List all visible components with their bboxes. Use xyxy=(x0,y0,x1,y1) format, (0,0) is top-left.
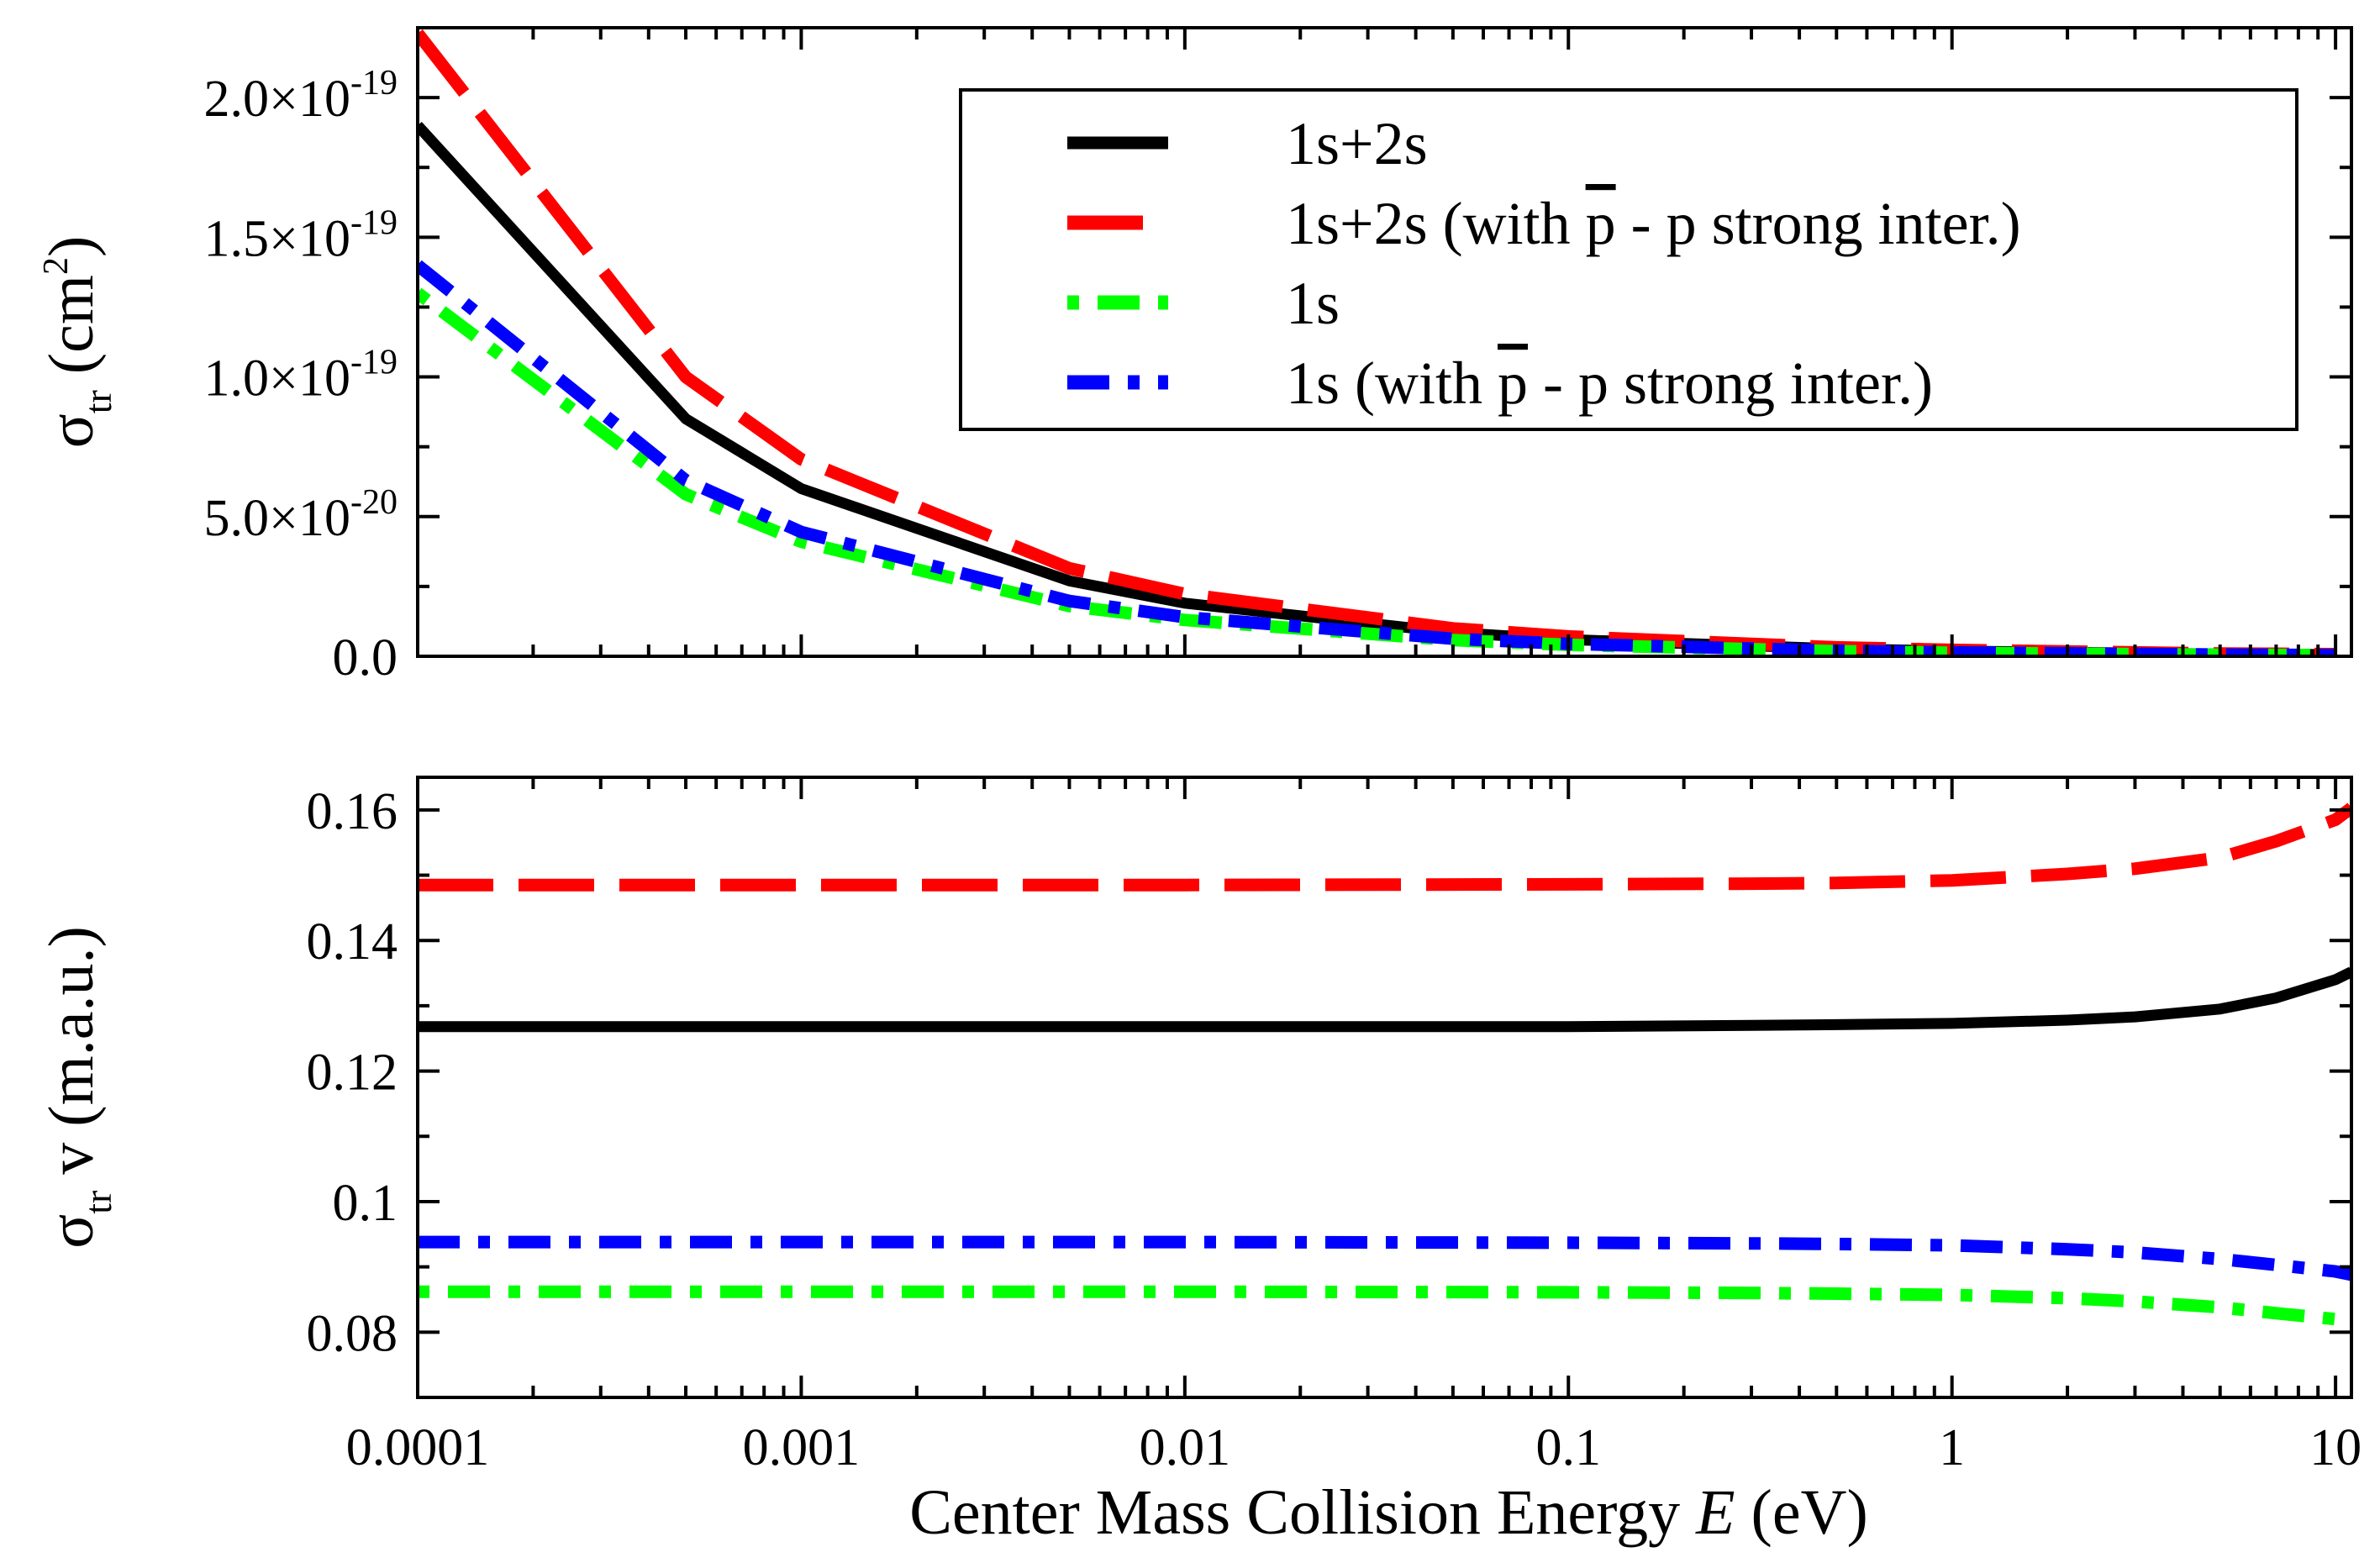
bottom-y-tick-label: 0.12 xyxy=(307,1044,398,1102)
top-x-ticks xyxy=(416,28,2338,656)
legend-label-2: 1s+2s (with p - p strong inter.) xyxy=(1286,190,2021,257)
legend-label-text: 1s (with xyxy=(1286,350,1498,417)
bottom-y-title-symbol: σ xyxy=(36,1214,107,1249)
bottom-x-tick-label: 0.001 xyxy=(743,1419,861,1476)
top-y-tick-exponent: -19 xyxy=(350,203,398,242)
top-series-line-3 xyxy=(418,287,2336,656)
x-axis-title: Center Mass Collision Energy E (eV) xyxy=(909,1477,1868,1548)
top-y-tick-mantissa: 2.0×10 xyxy=(204,71,350,128)
bottom-y-title-subscript: tr xyxy=(76,1191,119,1214)
top-y-tick-exponent: -19 xyxy=(350,64,398,103)
top-y-title-unit-close: ) xyxy=(36,236,107,257)
bottom-x-tick-label: 1 xyxy=(1939,1419,1965,1476)
legend-box xyxy=(959,88,2298,431)
bottom-y-axis-title: σtr v (m.a.u.) xyxy=(36,926,119,1249)
bottom-series-line-3 xyxy=(418,1285,2351,1329)
legend-label-4: 1s (with p - p strong inter.) xyxy=(1286,350,1933,417)
bottom-y-title-rest: v (m.a.u.) xyxy=(36,926,107,1190)
top-y-tick-mantissa: 1.5×10 xyxy=(204,210,350,267)
top-y-tick-mantissa: 1.0×10 xyxy=(204,350,350,408)
top-panel: 0.05.0×10-201.0×10-191.5×10-192.0×10-19σ… xyxy=(36,26,2353,687)
legend: 1s+2s 1s+2s (with p - p strong inter.) 1s 1… xyxy=(959,88,2298,431)
top-y-title-unit: (cm xyxy=(36,275,107,390)
bottom-series-line-2 xyxy=(418,802,2351,892)
x-title-unit: (eV) xyxy=(1735,1477,1868,1548)
bottom-panel: 0.08 0.1 0.12 0.14 0.16 0.0001 0.001 0.01 0.1 1 10… xyxy=(36,776,2362,1548)
top-y-ticks xyxy=(418,26,2351,658)
legend-label-pbar: p xyxy=(1498,350,1528,417)
bottom-series-group xyxy=(418,802,2351,1329)
bottom-x-tick-label: 0.01 xyxy=(1140,1419,1231,1476)
legend-label-text: 1s+2s (with xyxy=(1286,190,1586,257)
top-series-line-4 xyxy=(418,260,2336,656)
bottom-y-tick-label: 0.16 xyxy=(307,783,398,840)
legend-label-text: - p strong inter.) xyxy=(1528,350,1933,417)
top-y-title-subscript: tr xyxy=(76,390,119,413)
top-y-tick-label: 0.0 xyxy=(333,629,398,687)
top-y-tick-label: 2.0×10-19 xyxy=(204,64,398,128)
bottom-plot-frame xyxy=(416,776,2353,1399)
bottom-y-tick-label: 0.08 xyxy=(307,1305,398,1362)
bottom-series-line-4 xyxy=(418,1235,2351,1281)
bottom-y-ticks xyxy=(418,808,2351,1399)
bottom-y-tick-label: 0.1 xyxy=(333,1175,398,1232)
top-y-title-symbol: σ xyxy=(36,413,107,448)
legend-label-text: - p strong inter.) xyxy=(1616,190,2021,257)
bottom-series-line-1 xyxy=(418,966,2351,1033)
legend-label-1: 1s+2s xyxy=(1286,110,1428,177)
top-plot-frame xyxy=(416,26,2353,658)
bottom-y-tick-label: 0.14 xyxy=(307,913,398,971)
top-y-title-superscript: 2 xyxy=(37,257,76,275)
top-y-tick-exponent: -19 xyxy=(350,344,398,382)
legend-label-pbar: p xyxy=(1586,190,1616,257)
bottom-x-tick-label: 0.1 xyxy=(1536,1419,1602,1476)
bottom-x-ticks xyxy=(416,777,2338,1397)
top-series-group xyxy=(418,29,2336,656)
top-y-tick-mantissa: 5.0×10 xyxy=(204,490,350,547)
bottom-x-tick-label: 0.0001 xyxy=(346,1419,490,1476)
top-y-tick-exponent: -20 xyxy=(350,483,398,522)
top-y-tick-label: 1.5×10-19 xyxy=(204,203,398,267)
legend-label-3: 1s xyxy=(1286,270,1340,337)
top-y-tick-label: 1.0×10-19 xyxy=(204,344,398,408)
bottom-x-tick-label: 10 xyxy=(2309,1419,2362,1476)
x-title-text: Center Mass Collision Energy xyxy=(909,1477,1696,1548)
top-series-line-2 xyxy=(418,29,2336,656)
top-y-axis-title: σtr (cm2) xyxy=(36,236,119,449)
top-y-tick-label: 5.0×10-20 xyxy=(204,483,398,547)
x-title-variable: E xyxy=(1695,1477,1735,1548)
